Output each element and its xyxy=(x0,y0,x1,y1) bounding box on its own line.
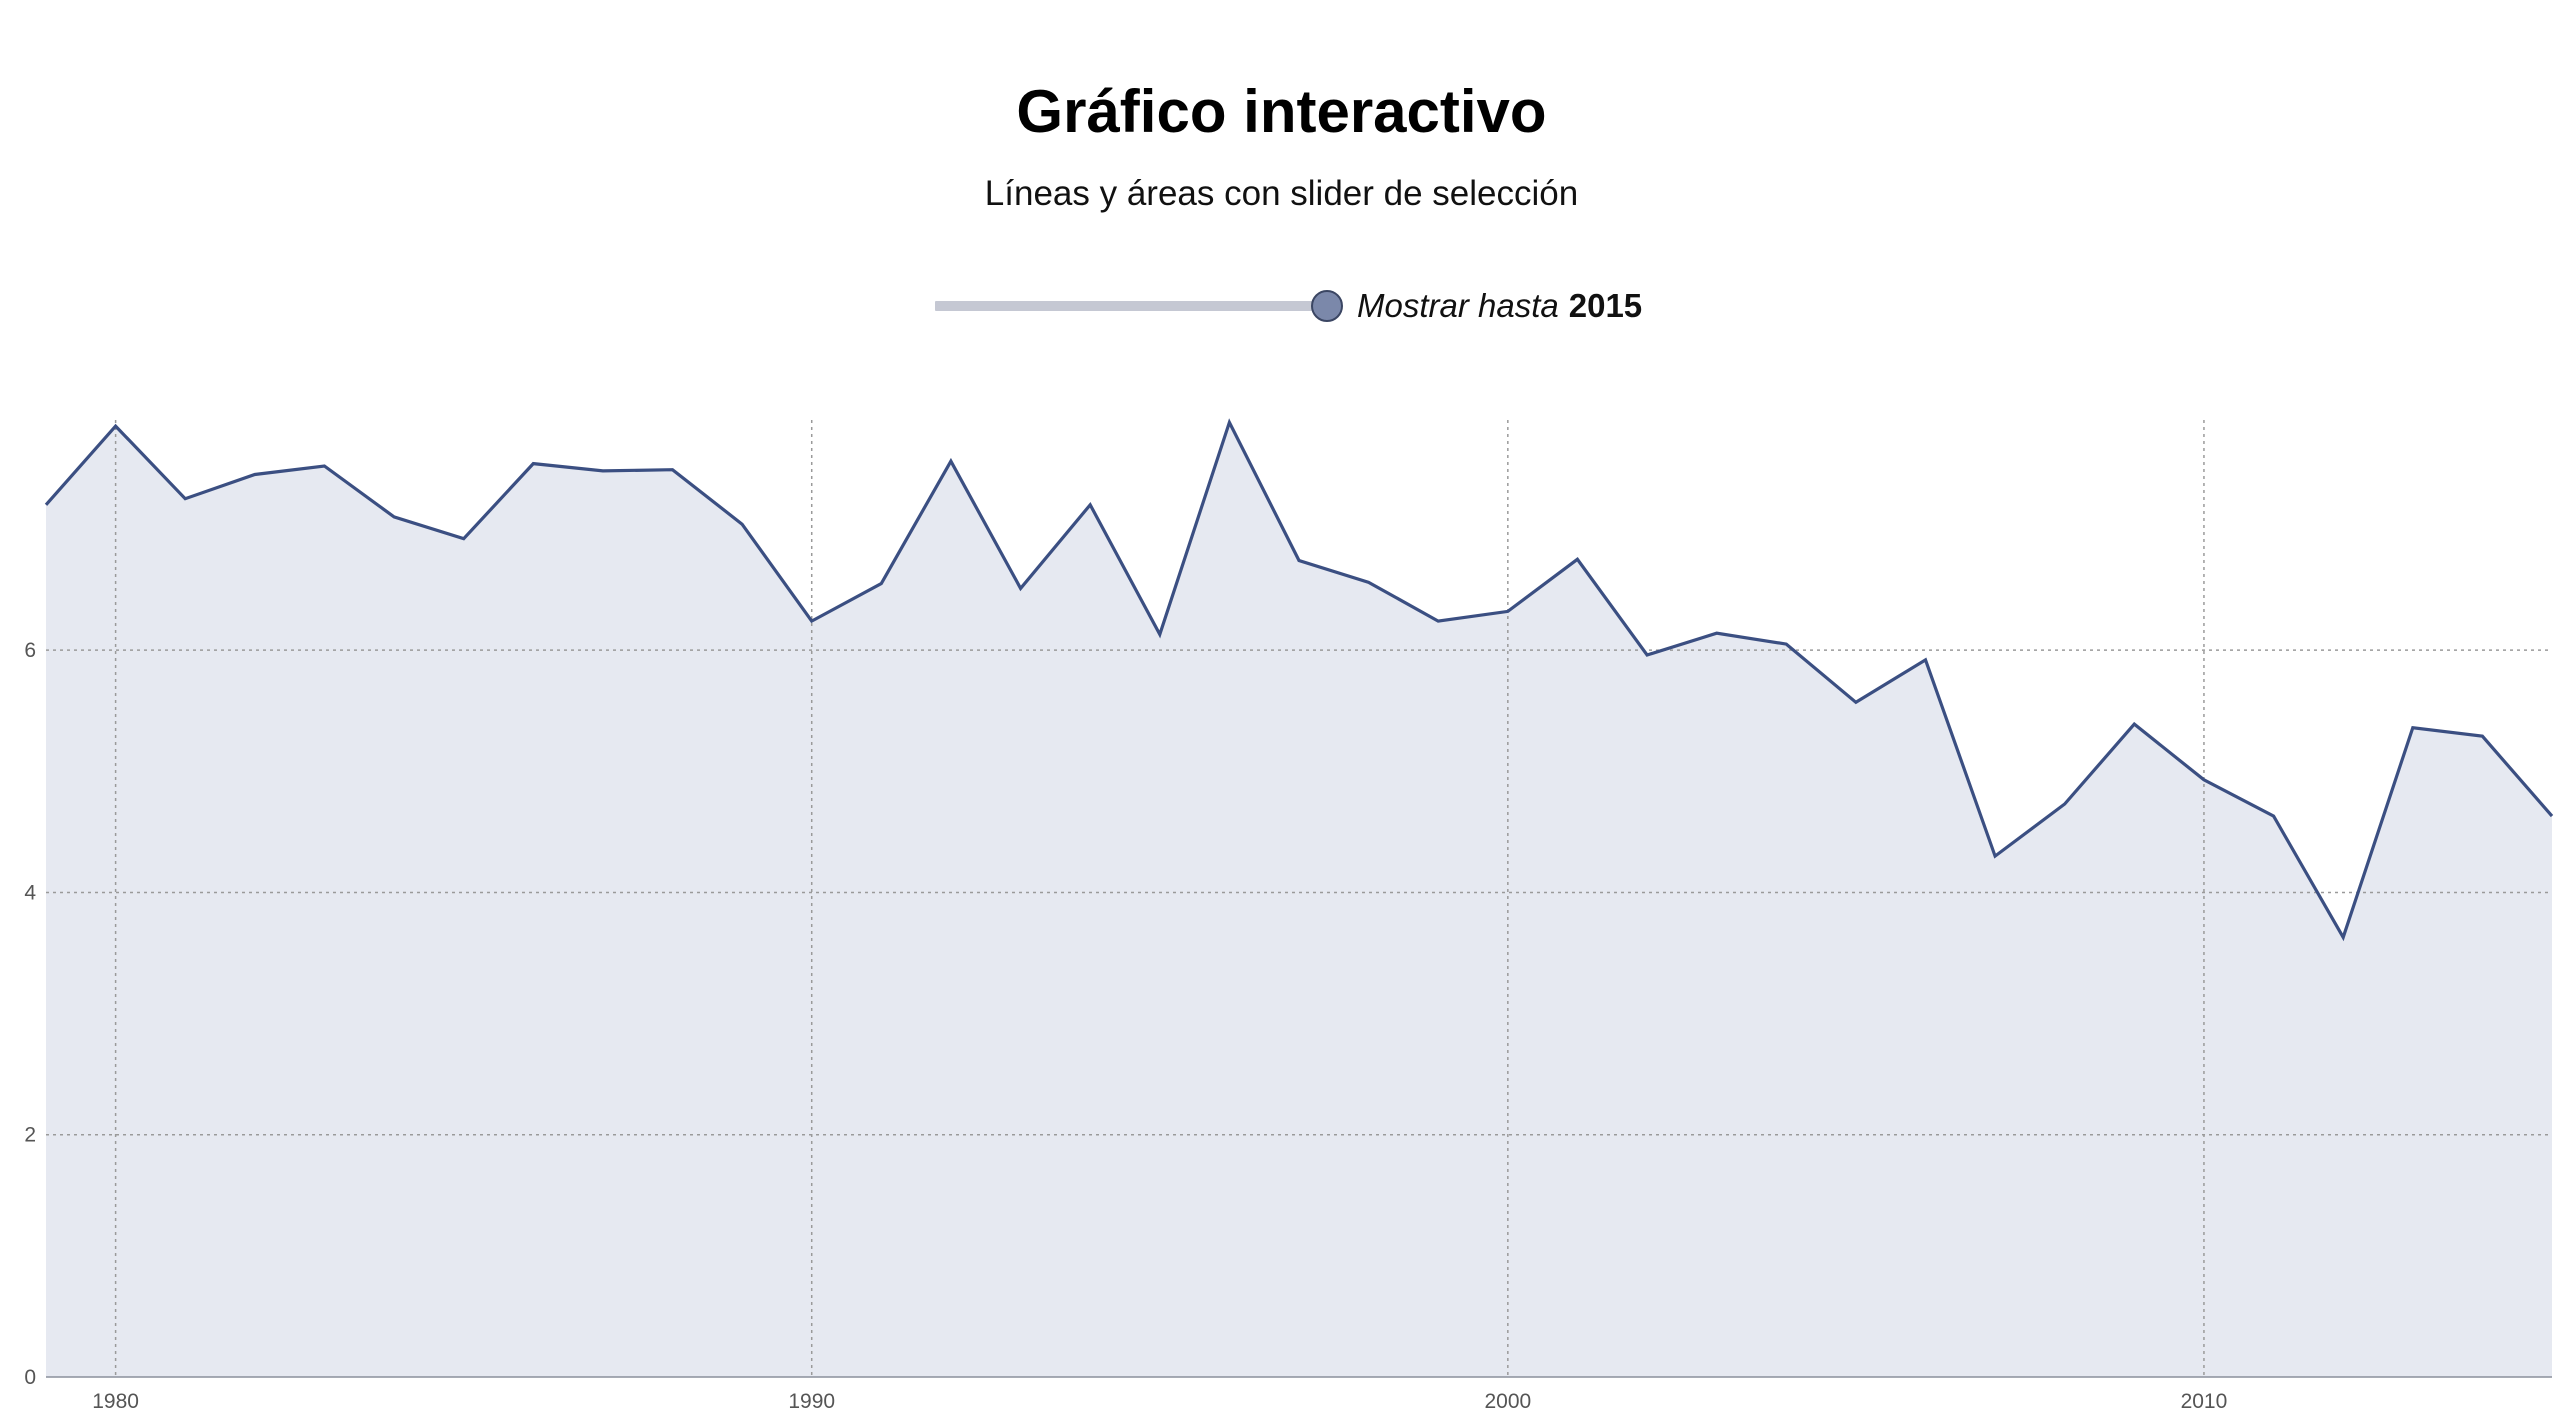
series-line xyxy=(44,418,2554,942)
y-tick-label: 2 xyxy=(24,1124,36,1147)
x-tick-label: 2000 xyxy=(1484,1390,1531,1413)
year-slider-thumb[interactable] xyxy=(1311,290,1343,322)
chart-title: Gráfico interactivo xyxy=(1016,78,1547,145)
slider-label-prefix: Mostrar hasta xyxy=(1357,287,1559,324)
y-tick-label: 4 xyxy=(24,881,36,904)
y-tick-label: 6 xyxy=(24,639,36,662)
slider-label: Mostrar hasta 2015 xyxy=(1357,287,1642,325)
chart-subtitle: Líneas y áreas con slider de selección xyxy=(984,174,1579,213)
x-tick-label: 1980 xyxy=(92,1390,139,1413)
x-tick-label: 2010 xyxy=(2181,1390,2228,1413)
year-slider-control: Mostrar hasta 2015 xyxy=(935,282,1642,330)
y-tick-label: 0 xyxy=(24,1366,36,1389)
slider-value: 2015 xyxy=(1568,287,1643,324)
area-fill xyxy=(46,422,2552,1377)
year-slider-track[interactable] xyxy=(935,290,1343,322)
x-tick-label: 1990 xyxy=(788,1390,835,1413)
